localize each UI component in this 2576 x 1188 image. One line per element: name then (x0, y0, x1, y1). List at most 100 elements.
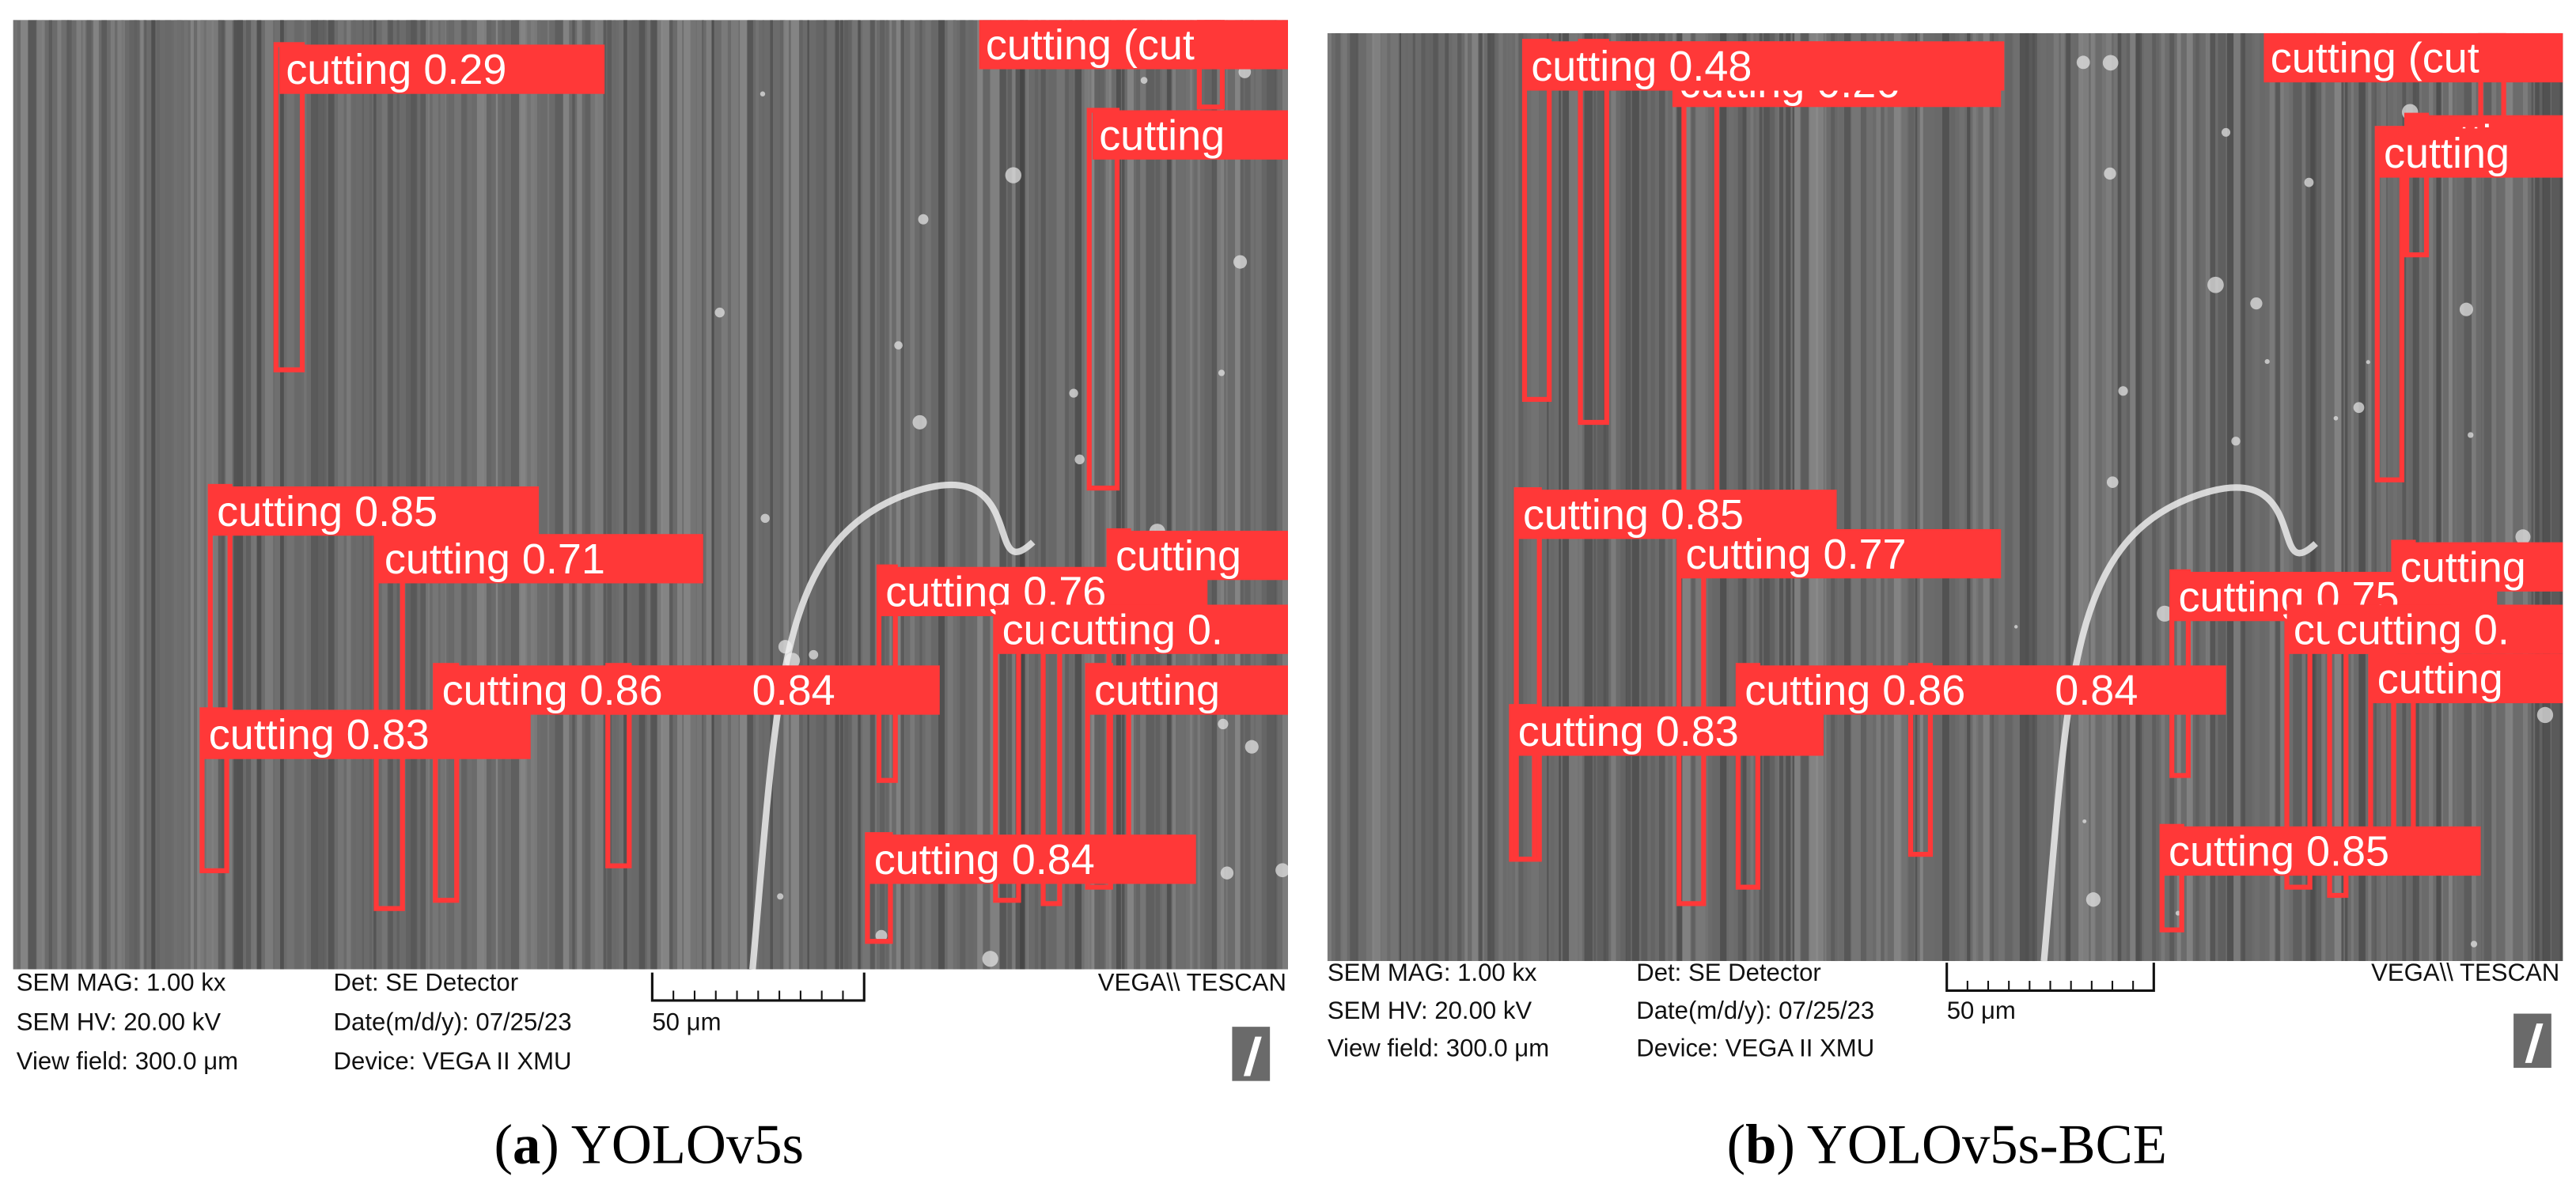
sem-info: Date(m/d/y): 07/25/23 (1636, 997, 1874, 1024)
stripe (1025, 20, 1029, 970)
stripe (721, 20, 728, 970)
stripe (1835, 32, 1839, 962)
stripe (1491, 32, 1498, 962)
caption-letter: b (1745, 1114, 1776, 1176)
speck (2118, 386, 2128, 396)
stripe (1140, 20, 1146, 970)
stripe (156, 20, 161, 970)
stripe (547, 20, 550, 970)
stripe (2245, 32, 2252, 962)
stripe (2218, 32, 2226, 962)
stripe (2381, 32, 2389, 962)
stripe (1082, 20, 1090, 970)
stripe (623, 20, 627, 970)
stripe (2032, 32, 2037, 962)
stripe (2090, 32, 2097, 962)
stripe (607, 20, 612, 970)
stripe (1015, 20, 1025, 970)
stripe (2448, 32, 2453, 962)
stripe (885, 20, 888, 970)
stripe (2135, 32, 2142, 962)
stripe (1967, 32, 1971, 962)
stripe (2013, 32, 2020, 962)
stripe (61, 20, 70, 970)
speck (1218, 369, 1225, 376)
stripe (2152, 32, 2160, 962)
stripe (2345, 32, 2348, 962)
stripe (968, 20, 974, 970)
stripe (1020, 20, 1029, 970)
caption-open: ( (494, 1114, 513, 1176)
detection-label: cutting (2384, 130, 2510, 177)
stripe (2310, 32, 2317, 962)
label-background (2393, 542, 2563, 592)
speck (2366, 360, 2370, 365)
speck (2207, 276, 2224, 293)
stripe (603, 20, 607, 970)
stripe (2165, 32, 2169, 962)
detection-label: cutting (1094, 667, 1220, 714)
speck (894, 341, 903, 350)
stripe (925, 20, 931, 970)
stripe (2155, 32, 2165, 962)
stripe (835, 20, 839, 970)
stripe (129, 20, 137, 970)
speck (2459, 302, 2473, 316)
stripe (48, 20, 52, 970)
stripe (1056, 20, 1066, 970)
stripe (1068, 20, 1073, 970)
stripe (165, 20, 172, 970)
stripe (645, 20, 652, 970)
stripe (1472, 32, 1479, 962)
stripe (783, 20, 789, 970)
stripe (711, 20, 714, 970)
label-background (377, 534, 703, 584)
stripe (1412, 32, 1415, 962)
speck (760, 513, 770, 524)
stripe (2385, 32, 2388, 962)
stripe (1155, 20, 1162, 970)
detection-label: cutting 0.84 (874, 836, 1095, 883)
stripe (2210, 32, 2216, 962)
stripe (1197, 20, 1201, 970)
stripe (1244, 20, 1254, 970)
stripe (702, 20, 704, 970)
stripe (190, 20, 194, 970)
speck (809, 649, 819, 660)
stripe (1452, 32, 1458, 962)
scale-label: 50 μm (1947, 997, 2016, 1024)
speck (2250, 297, 2263, 310)
stripe (2176, 32, 2181, 962)
stripe (2240, 32, 2246, 962)
stripe (947, 20, 957, 970)
detection-label: cutting 0.48 (1531, 43, 1752, 90)
sem-info: Device: VEGA II XMU (334, 1047, 572, 1075)
stripe (2094, 32, 2104, 962)
stripe (690, 20, 696, 970)
stripe (563, 20, 570, 970)
label-background (2377, 128, 2563, 178)
stripe (1189, 20, 1193, 970)
stripe (919, 20, 922, 970)
speck (2157, 605, 2173, 622)
stripe (1860, 32, 1866, 962)
stripe (13, 20, 17, 970)
stripe (696, 20, 705, 970)
stripe (2254, 32, 2260, 962)
label-background (2161, 826, 2481, 876)
detection-label: cutting 0.85 (217, 488, 438, 535)
stripe (840, 20, 843, 970)
detection-label: cutting 0. (2336, 606, 2510, 653)
stripe (2314, 32, 2324, 962)
stripe (2113, 32, 2118, 962)
stripe (779, 20, 786, 970)
label-background (279, 44, 605, 94)
detection-label: cutting 0.77 (1686, 531, 1907, 578)
stripe (807, 20, 809, 970)
stripe (1167, 20, 1172, 970)
stripe (1146, 20, 1155, 970)
stripe (538, 20, 541, 970)
label-background (1108, 531, 1288, 581)
stripe (2551, 32, 2561, 962)
